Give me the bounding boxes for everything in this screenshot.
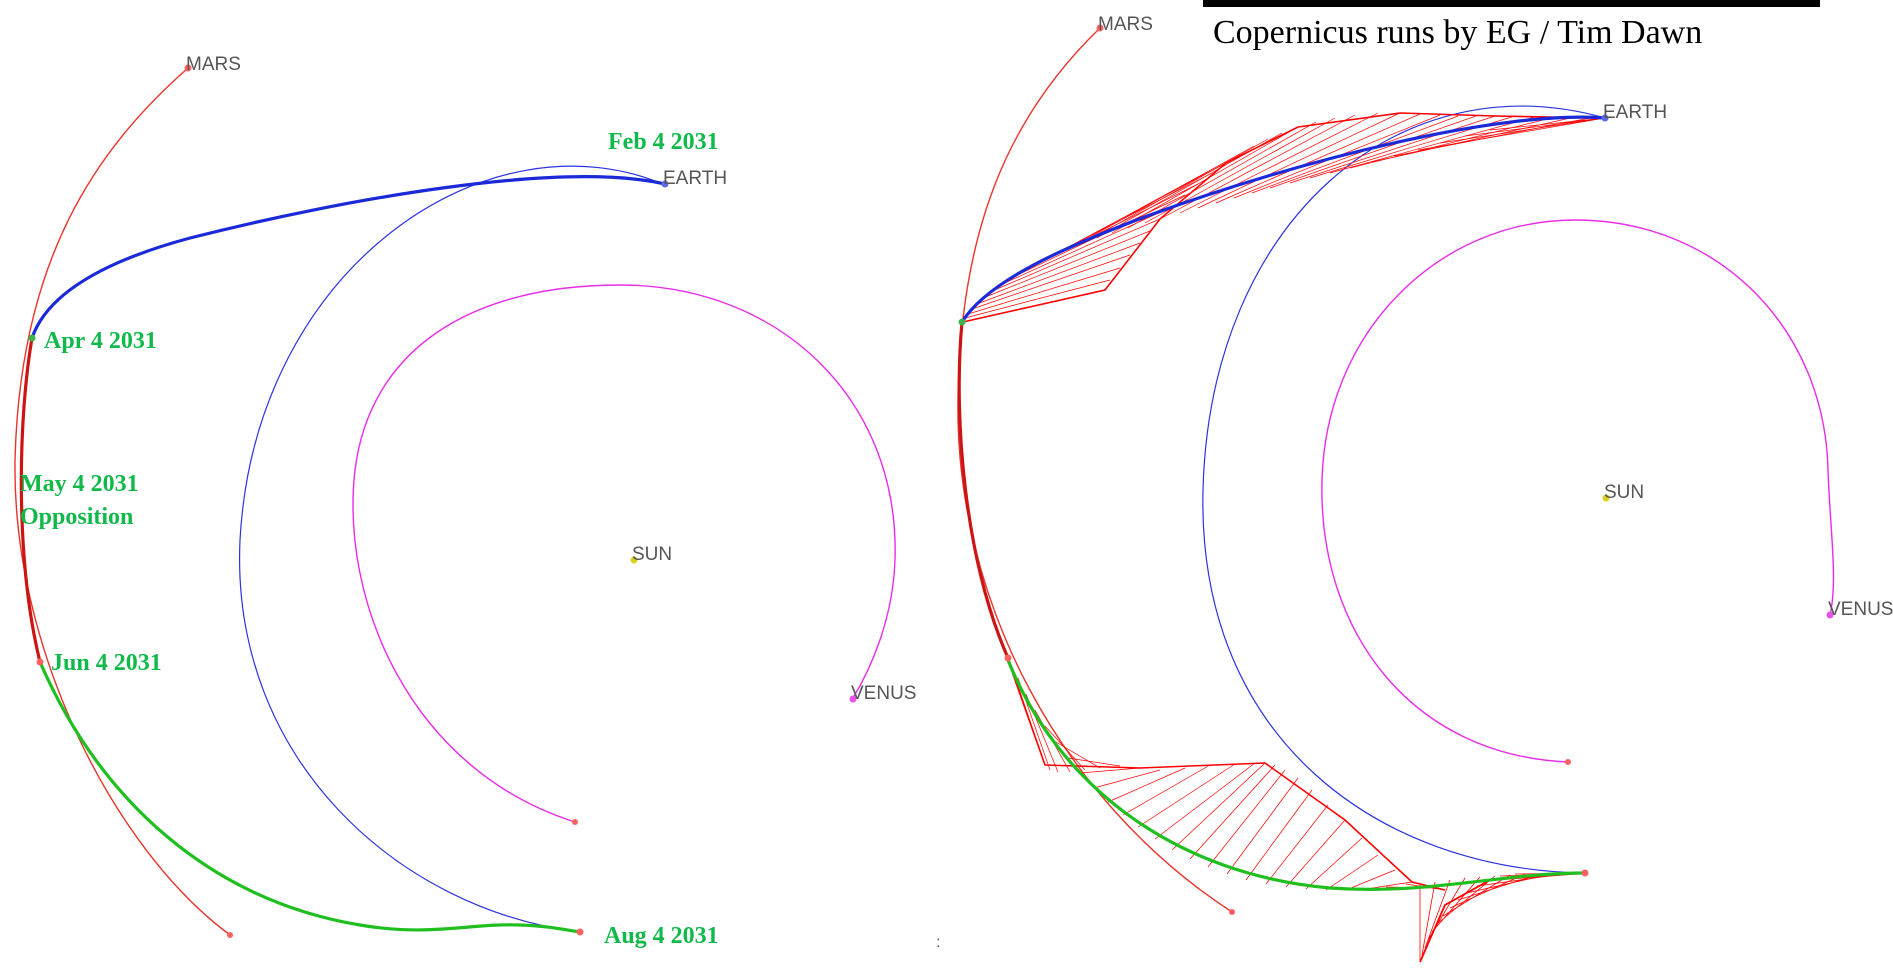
return-thrust-lines	[1009, 661, 1446, 891]
mars-departure-date-label: Jun 4 2031	[51, 650, 162, 676]
venus-orbit-end-marker	[572, 819, 578, 825]
mars-departure-marker-right	[1004, 654, 1012, 662]
sun-label: SUN	[632, 544, 672, 565]
mars-orbit-end-marker	[227, 932, 233, 938]
mars-label: MARS	[186, 54, 241, 75]
arrival-marker	[28, 334, 36, 342]
credit-text: Copernicus runs by EG / Tim Dawn	[1213, 14, 1702, 51]
mars-orbit-end-marker-right	[1229, 909, 1235, 915]
return-marker-right	[1581, 869, 1589, 877]
return-marker	[576, 928, 584, 936]
panel-separator: :	[936, 934, 940, 951]
opposition-label: Opposition	[20, 504, 133, 530]
venus-marker	[849, 695, 857, 703]
arrival-marker-right	[958, 318, 966, 326]
earth-marker	[661, 180, 669, 188]
departure-date-label: Feb 4 2031	[608, 129, 719, 155]
mars-orbit-arc	[14, 67, 231, 936]
venus-orbit-arc-right	[1321, 219, 1835, 763]
venus-marker-right	[1826, 611, 1834, 619]
sun-marker	[630, 556, 638, 564]
mars-stay-arc	[19, 337, 42, 663]
sun-marker-right	[1602, 494, 1610, 502]
outbound-thrust-envelope	[962, 112, 1606, 323]
return-thrust-envelope	[1007, 659, 1446, 891]
arrival-date-label: Apr 4 2031	[44, 328, 157, 354]
earth-orbit-arc	[239, 165, 666, 933]
earth-label-right: EARTH	[1603, 102, 1667, 123]
outbound-thrust-lines	[962, 112, 1606, 323]
mars-departure-marker	[36, 658, 44, 666]
venus-label-right: VENUS	[1828, 599, 1893, 620]
sun-label-right: SUN	[1604, 482, 1644, 503]
venus-orbit-end-marker-right	[1565, 759, 1571, 765]
earth-marker-right	[1601, 114, 1609, 122]
venus-orbit-arc	[352, 284, 896, 823]
credit-top-bar	[1203, 0, 1820, 7]
mars-label-right: MARS	[1098, 14, 1153, 35]
return-date-label: Aug 4 2031	[604, 923, 719, 949]
mars-marker-right	[1096, 24, 1104, 32]
opposition-date-label: May 4 2031	[20, 471, 139, 497]
venus-label: VENUS	[851, 683, 916, 704]
outbound-trajectory	[30, 175, 666, 339]
earth-label: EARTH	[663, 168, 727, 189]
return-trajectory-right	[1006, 659, 1586, 891]
earth-orbit-arc-right	[1202, 105, 1606, 874]
left-panel: MARS EARTH SUN VENUS Feb 4 2031 Apr 4 20…	[14, 54, 916, 949]
mars-orbit-arc-right	[957, 27, 1233, 913]
mars-marker	[184, 64, 192, 72]
return-trajectory	[38, 661, 581, 934]
outbound-trajectory-right	[960, 115, 1606, 323]
mars-stay-arc-right	[957, 321, 1010, 659]
right-panel: Copernicus runs by EG / Tim Dawn	[957, 0, 1893, 963]
